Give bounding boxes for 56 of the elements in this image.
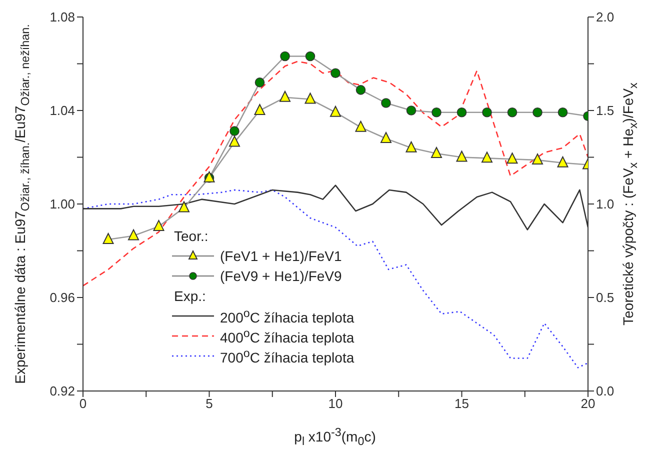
point: [532, 107, 542, 118]
x-tick-label: 5: [206, 396, 213, 412]
point: [304, 92, 316, 104]
legend-label: 400$^{o}$C žíhacia teplota: [220, 326, 354, 348]
point: [305, 51, 316, 62]
point: [456, 150, 468, 162]
point: [482, 107, 492, 118]
y2-tick-label: 1.5: [596, 103, 614, 118]
point: [254, 104, 266, 115]
y-tick-label: 1.04: [50, 103, 75, 118]
point: [280, 51, 290, 62]
x-tick-label: 10: [328, 396, 343, 412]
point: [178, 201, 190, 212]
legend-label: (FeV9 + He1)/FeV9: [220, 267, 342, 286]
point: [507, 107, 518, 118]
y2-tick-label: 1.0: [596, 196, 614, 212]
x-tick-label: 0: [79, 396, 87, 412]
point: [432, 107, 442, 118]
legend-label: 700$^{o}$C žíhacia teplota: [220, 346, 354, 368]
point: [355, 120, 366, 132]
legend-label: (FeV1 + He1)/FeV1: [220, 247, 342, 266]
point: [330, 68, 340, 78]
legend-label: 200$^{o}$C žíhacia teplota: [220, 306, 354, 328]
point: [532, 154, 543, 165]
point: [380, 132, 392, 144]
y-tick-label: 0.92: [50, 384, 75, 399]
point: [406, 141, 417, 152]
point: [558, 107, 568, 118]
annotation: Teor.:: [173, 227, 210, 246]
line-series: [83, 60, 588, 286]
point: [557, 156, 568, 168]
x-axis-title: p$_{l}$ x10$^{-3}$(m$_{0}$c): [294, 426, 376, 448]
point: [456, 107, 467, 118]
point: [406, 106, 416, 116]
point: [482, 152, 492, 163]
point: [381, 98, 391, 108]
x-tick-label: 15: [454, 396, 469, 412]
point: [153, 220, 164, 231]
point: [128, 229, 139, 240]
point: [330, 106, 341, 117]
point: [254, 78, 265, 88]
y-tick-label: 1.08: [50, 10, 75, 25]
y-tick-label: 1.00: [50, 196, 75, 212]
point: [280, 90, 290, 102]
point: [230, 126, 240, 136]
y2-tick-label: 0.5: [596, 290, 614, 306]
point: [506, 152, 518, 164]
y-tick-label: 0.96: [50, 290, 75, 306]
point: [229, 136, 240, 147]
x-tick-label: 20: [580, 396, 596, 412]
point: [356, 85, 366, 95]
y2-tick-label: 0.0: [596, 384, 614, 399]
annotation: Exp.:: [173, 287, 207, 306]
point: [102, 233, 114, 244]
point: [431, 147, 442, 158]
y2-tick-label: 2.0: [596, 10, 614, 25]
